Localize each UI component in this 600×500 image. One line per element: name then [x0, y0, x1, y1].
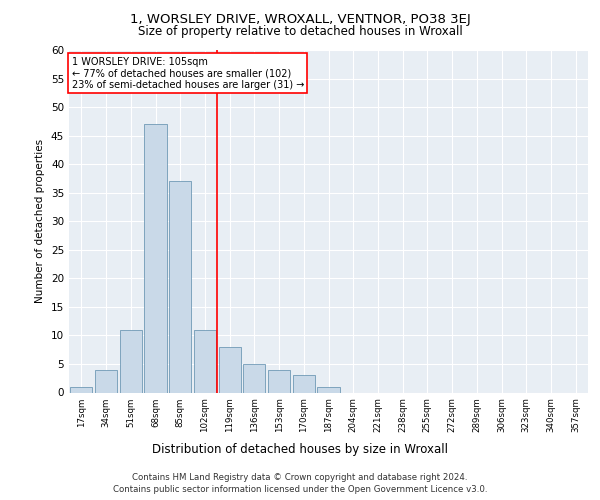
Bar: [95, 370, 117, 392]
Text: Contains HM Land Registry data © Crown copyright and database right 2024.: Contains HM Land Registry data © Crown c…: [132, 472, 468, 482]
Text: Distribution of detached houses by size in Wroxall: Distribution of detached houses by size …: [152, 442, 448, 456]
Bar: [169, 182, 191, 392]
Bar: [317, 387, 340, 392]
Bar: [119, 330, 142, 392]
Bar: [194, 330, 216, 392]
Text: 1 WORSLEY DRIVE: 105sqm
← 77% of detached houses are smaller (102)
23% of semi-d: 1 WORSLEY DRIVE: 105sqm ← 77% of detache…: [71, 57, 304, 90]
Text: 1, WORSLEY DRIVE, WROXALL, VENTNOR, PO38 3EJ: 1, WORSLEY DRIVE, WROXALL, VENTNOR, PO38…: [130, 12, 470, 26]
Bar: [218, 347, 241, 393]
Y-axis label: Number of detached properties: Number of detached properties: [35, 139, 46, 304]
Text: Contains public sector information licensed under the Open Government Licence v3: Contains public sector information licen…: [113, 485, 487, 494]
Bar: [70, 387, 92, 392]
Text: Size of property relative to detached houses in Wroxall: Size of property relative to detached ho…: [137, 25, 463, 38]
Bar: [145, 124, 167, 392]
Bar: [268, 370, 290, 392]
Bar: [293, 376, 315, 392]
Bar: [243, 364, 265, 392]
